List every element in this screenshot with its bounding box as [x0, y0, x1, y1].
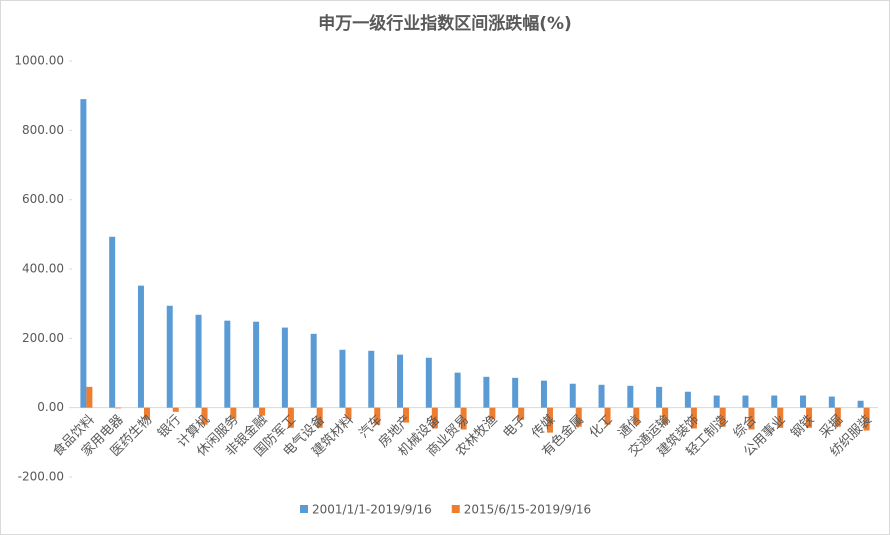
- bar: [287, 407, 294, 428]
- bar: [748, 407, 755, 430]
- bar: [771, 395, 778, 408]
- bar: [662, 407, 669, 425]
- bar: [713, 395, 720, 408]
- bar: [109, 236, 116, 408]
- bar: [800, 395, 807, 408]
- bar: [431, 407, 438, 429]
- bar: [310, 333, 317, 408]
- bar: [690, 407, 697, 429]
- bar: [374, 407, 381, 425]
- bar: [742, 395, 749, 408]
- bar: [339, 349, 346, 408]
- bar: [368, 350, 375, 408]
- y-tick-label: 1000.00: [14, 54, 64, 68]
- bar: [397, 354, 404, 408]
- bar: [518, 407, 525, 420]
- bar: [86, 386, 93, 408]
- bar: [546, 407, 553, 433]
- bar: [259, 407, 266, 416]
- bar: [806, 407, 813, 428]
- bar: [489, 407, 496, 419]
- bar: [454, 372, 461, 408]
- bar: [224, 320, 231, 408]
- y-tick-label: 800.00: [22, 123, 64, 137]
- bar: [627, 385, 634, 408]
- bar: [115, 407, 122, 409]
- bar: [540, 380, 547, 408]
- bar: [230, 407, 237, 419]
- bar: [656, 386, 663, 408]
- bar: [777, 407, 784, 428]
- y-tick-label: -200.00: [18, 470, 64, 484]
- bar: [512, 377, 519, 408]
- bar: [137, 285, 144, 408]
- bar: [863, 407, 870, 431]
- bar: [172, 407, 179, 412]
- y-tick-label: 400.00: [22, 262, 64, 276]
- bar: [281, 327, 288, 408]
- bar: [684, 391, 691, 408]
- bar: [857, 400, 864, 408]
- legend-swatch: [300, 505, 308, 513]
- legend-label: 2015/6/15-2019/9/16: [464, 503, 591, 517]
- bar: [253, 321, 260, 408]
- bar: [575, 407, 582, 427]
- bar: [425, 357, 432, 408]
- bar: [633, 407, 640, 425]
- legend-swatch: [451, 505, 460, 513]
- bar: [166, 305, 173, 408]
- bar: [828, 396, 835, 408]
- bar: [403, 407, 410, 423]
- bar: [604, 407, 611, 425]
- y-tick-label: 200.00: [22, 331, 64, 345]
- bar: [460, 407, 467, 430]
- bar: [201, 407, 208, 425]
- legend-label: 2001/1/1-2019/9/16: [312, 503, 432, 517]
- bar: [569, 383, 576, 408]
- y-tick-label: 0.00: [37, 400, 64, 414]
- chart-title: 申万一级行业指数区间涨跌幅(%): [318, 13, 572, 34]
- bar: [143, 407, 150, 420]
- bar: [80, 99, 87, 408]
- bar: [316, 407, 323, 428]
- bar: [483, 376, 490, 408]
- bar: [345, 407, 352, 419]
- bar: [834, 407, 841, 427]
- bar: [195, 314, 202, 408]
- bar: [598, 384, 605, 408]
- y-tick-label: 600.00: [22, 192, 64, 206]
- bar: [719, 407, 726, 427]
